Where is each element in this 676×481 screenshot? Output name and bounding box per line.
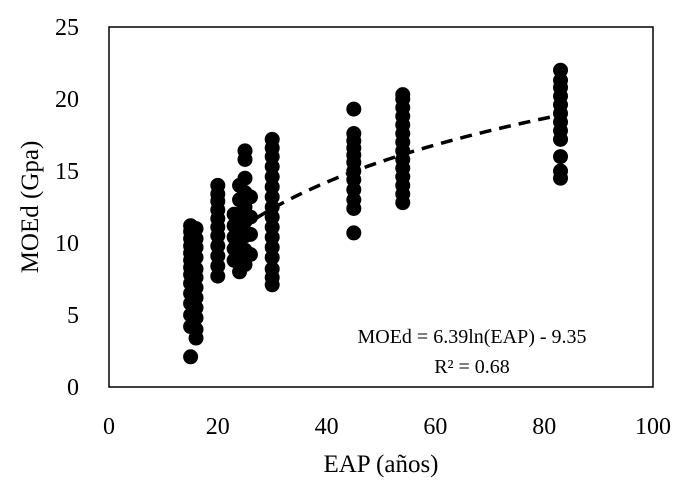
data-point: [188, 321, 204, 337]
data-point: [188, 221, 204, 237]
data-point: [242, 189, 258, 205]
equation-label: MOEd = 6.39ln(EAP) - 9.35: [357, 326, 586, 348]
data-point: [346, 225, 362, 241]
data-point: [346, 101, 362, 117]
y-tick-label: 10: [55, 231, 79, 257]
data-point: [264, 131, 280, 147]
data-point: [553, 62, 569, 78]
y-tick-label: 25: [55, 15, 79, 41]
data-point: [264, 261, 280, 277]
data-points: [183, 62, 569, 365]
data-point: [242, 226, 258, 242]
x-axis-tick-labels: 0 20 40 60 80 100: [103, 414, 671, 440]
data-point: [183, 349, 199, 365]
data-point: [242, 247, 258, 263]
r-squared-label: R² = 0.68: [434, 356, 510, 378]
data-point: [346, 126, 362, 142]
trendline: [238, 113, 561, 231]
y-axis-tick-labels: 0 5 10 15 20 25: [55, 15, 79, 401]
x-tick-label: 60: [423, 414, 447, 440]
x-tick-label: 0: [103, 414, 115, 440]
y-tick-label: 5: [67, 303, 79, 329]
y-tick-label: 0: [67, 375, 79, 401]
data-point: [553, 149, 569, 165]
data-point: [242, 209, 258, 225]
y-tick-label: 15: [55, 159, 79, 185]
plot-area-frame: [108, 26, 654, 388]
data-point: [237, 170, 253, 186]
x-axis-title: EAP (años): [323, 451, 438, 478]
y-axis-title: MOEd (Gpa): [17, 141, 44, 274]
data-point: [210, 177, 226, 193]
data-point: [553, 163, 569, 179]
x-tick-label: 40: [315, 414, 339, 440]
data-point: [395, 87, 411, 103]
data-point: [237, 143, 253, 159]
x-tick-label: 80: [532, 414, 556, 440]
x-tick-label: 20: [206, 414, 230, 440]
y-tick-label: 20: [55, 87, 79, 113]
x-tick-label: 100: [635, 414, 671, 440]
data-point: [188, 261, 204, 277]
